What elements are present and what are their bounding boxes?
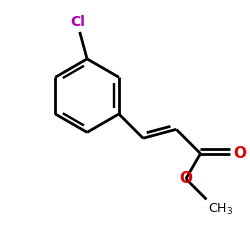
Text: O: O (180, 171, 192, 186)
Text: CH$_3$: CH$_3$ (208, 202, 233, 217)
Text: Cl: Cl (70, 15, 85, 29)
Text: O: O (234, 146, 246, 161)
